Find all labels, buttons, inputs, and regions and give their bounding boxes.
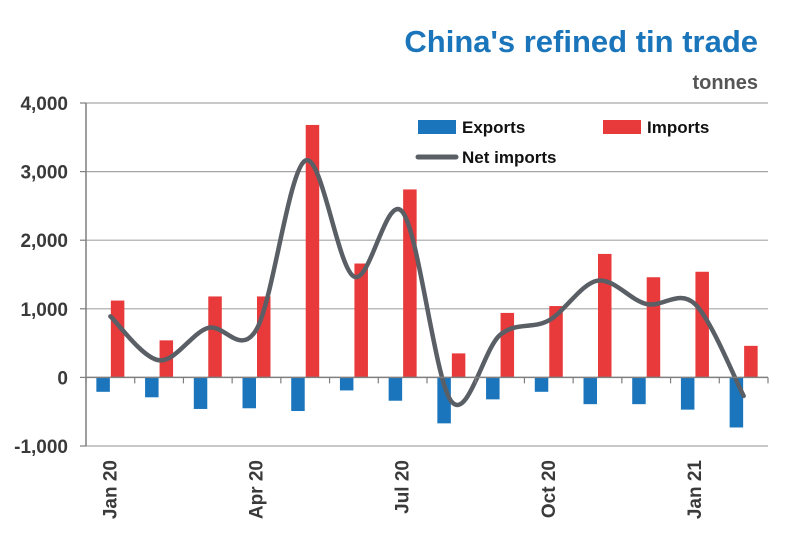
imports-bar <box>695 271 709 378</box>
x-axis-ticks: Jan 20 Apr 20 Jul 20 Oct 20 Jan 21 <box>100 460 706 520</box>
net-imports-line <box>108 158 746 407</box>
x-tick-label: Jan 21 <box>685 460 706 520</box>
x-tick-label: Apr 20 <box>247 460 268 519</box>
exports-bar <box>193 377 208 409</box>
exports-bar <box>632 377 646 405</box>
x-tick-label: Jul 20 <box>393 460 414 514</box>
imports-bar <box>451 353 466 378</box>
legend-imports-swatch <box>603 120 641 134</box>
imports-bar <box>354 263 368 378</box>
imports-bar <box>646 277 661 378</box>
exports-bar <box>339 377 354 391</box>
gridlines <box>86 102 768 447</box>
y-tick-label: -1,000 <box>14 437 68 458</box>
y-tick-label: 0 <box>57 368 68 389</box>
imports-bar <box>110 300 125 378</box>
y-tick-label: 4,000 <box>20 94 68 115</box>
imports-bar <box>744 345 758 378</box>
net-imports-line-group <box>108 158 746 407</box>
exports-bar <box>680 377 695 410</box>
imports-bar <box>208 296 222 378</box>
chart-title: China's refined tin trade <box>404 24 758 59</box>
legend-net-imports-label: Net imports <box>462 148 556 167</box>
legend-imports-label: Imports <box>647 118 709 137</box>
legend-exports-swatch <box>418 120 456 134</box>
y-axis-ticks: -1,000 0 1,000 2,000 3,000 4,000 <box>14 94 86 458</box>
exports-bar <box>96 377 110 392</box>
imports-bar <box>305 124 320 378</box>
x-tick-label: Jan 20 <box>100 460 121 519</box>
y-tick-label: 1,000 <box>20 300 68 321</box>
imports-bar <box>500 312 515 378</box>
exports-bar <box>242 377 256 409</box>
exports-bar <box>534 377 549 392</box>
exports-bar <box>145 377 159 398</box>
chart-subtitle: tonnes <box>692 72 758 94</box>
legend-exports-label: Exports <box>462 118 525 137</box>
axes <box>85 103 769 446</box>
exports-bar <box>583 377 597 405</box>
imports-bar <box>549 306 563 378</box>
legend: Exports Imports Net imports <box>415 118 709 167</box>
exports-bar <box>486 377 500 400</box>
y-tick-label: 2,000 <box>20 231 68 252</box>
bars <box>96 124 758 428</box>
imports-bar <box>598 253 612 378</box>
exports-bar <box>291 377 305 412</box>
exports-bar <box>388 377 403 401</box>
y-tick-label: 3,000 <box>20 163 68 184</box>
x-tick-label: Oct 20 <box>539 460 560 518</box>
